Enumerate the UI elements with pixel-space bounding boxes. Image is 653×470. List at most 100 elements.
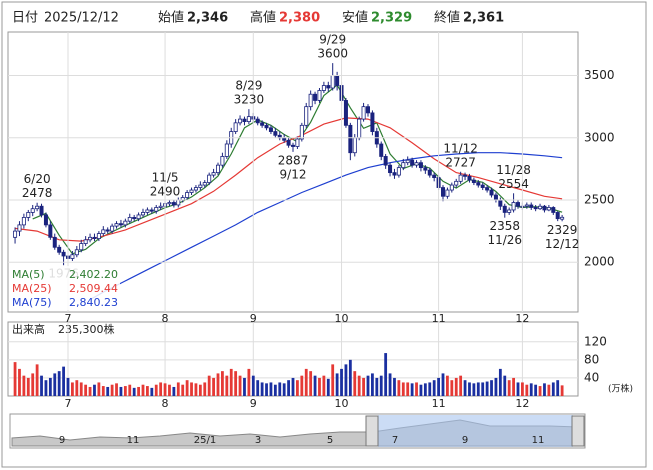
candle-body [295, 138, 300, 147]
volume-bar [419, 384, 423, 396]
volume-bar [556, 380, 560, 396]
volume-bar [101, 386, 105, 396]
volume-bar [88, 386, 92, 396]
candle-body [48, 224, 53, 238]
candle-body [140, 212, 145, 216]
candle-body [101, 229, 106, 235]
navigator-handle-left[interactable] [365, 415, 379, 447]
volume-bar [353, 371, 357, 396]
annotation-value: 2358 [489, 219, 520, 233]
volume-bar [507, 380, 511, 396]
candle-body [498, 199, 503, 207]
navigator-label: 11 [127, 435, 140, 446]
candle-body [493, 194, 498, 201]
volume-bar [454, 377, 458, 396]
volume-bar [344, 364, 348, 396]
volume-bar [265, 383, 268, 396]
candle-body [507, 209, 512, 213]
volume-latest: 235,300株 [58, 322, 115, 336]
volume-bar [357, 375, 361, 396]
annotation-date: 11/12 [443, 141, 478, 155]
annotation-value: 3230 [234, 93, 265, 107]
ma-line [15, 117, 563, 242]
volume-bar [441, 373, 445, 396]
candle-body [233, 122, 238, 132]
volume-bar [256, 380, 260, 396]
volume-bar [485, 381, 489, 396]
volume-bar [71, 382, 74, 396]
legend-name: MA(75) [12, 296, 52, 309]
volume-bar [415, 382, 418, 396]
candle-body [467, 175, 472, 181]
low-value: 2,329 [371, 11, 412, 26]
volume-bar [490, 380, 493, 396]
navigator-selection[interactable] [378, 415, 573, 447]
volume-bar [282, 383, 286, 396]
candle-body [13, 230, 18, 238]
volume-bar [22, 375, 26, 396]
candle-body [555, 212, 560, 220]
candle-body [220, 156, 225, 166]
volume-bar [57, 371, 61, 396]
candle-body [83, 239, 88, 244]
volume-bar [287, 380, 290, 396]
candle-body [529, 204, 534, 208]
candle-body [136, 214, 141, 220]
volume-bar [459, 375, 463, 396]
candle-body [423, 167, 428, 171]
candle-body [551, 207, 556, 213]
volume-bar [375, 377, 379, 396]
candle-body [207, 174, 212, 183]
volume-bar [198, 384, 202, 396]
x-tick-label: 10 [335, 397, 349, 410]
date-label: 日付 [12, 11, 38, 26]
volume-bar [309, 371, 313, 396]
annotation-value: 2490 [150, 185, 181, 199]
candle-body [343, 100, 348, 126]
volume-bar [247, 368, 251, 396]
volume-bar [481, 382, 485, 396]
candle-body [154, 207, 159, 212]
volume-bar [225, 375, 229, 396]
candle-body [326, 85, 331, 89]
candle-body [533, 207, 538, 210]
candle-body [299, 124, 304, 140]
y-tick-label: 80 [584, 352, 599, 366]
volume-bar [326, 378, 330, 396]
candle-body [454, 180, 459, 186]
volume-bar [401, 382, 405, 396]
x-tick-label: 8 [162, 312, 169, 325]
volume-bar [18, 368, 21, 396]
y-tick-label: 3000 [584, 130, 615, 144]
volume-bar [273, 384, 277, 396]
candle-body [401, 162, 406, 169]
navigator-handle-right[interactable] [571, 415, 585, 447]
candle-body [176, 199, 181, 206]
candle-body [92, 236, 97, 239]
annotation-date: 12/12 [545, 237, 580, 251]
volume-bar [146, 386, 149, 396]
volume-bar [172, 386, 176, 396]
candle-body [560, 216, 565, 220]
volume-bar [260, 382, 264, 396]
candle-body [35, 205, 40, 210]
candle-body [264, 124, 269, 129]
candle-body [449, 184, 454, 191]
candle-body [96, 233, 101, 239]
volume-bar [494, 377, 498, 396]
candle-body [379, 143, 384, 157]
navigator-label: 3 [255, 435, 261, 446]
candle-body [268, 127, 273, 132]
candle-body [410, 159, 415, 166]
volume-bar [450, 380, 454, 396]
volume-bar [278, 382, 282, 396]
candle-body [193, 187, 198, 191]
candle-body [189, 189, 194, 193]
candle-body [238, 118, 243, 124]
volume-bar [137, 386, 140, 396]
annotation-date: 11/28 [496, 163, 531, 177]
x-tick-label: 11 [432, 312, 446, 325]
candle-body [79, 243, 84, 251]
candle-body [313, 93, 318, 101]
navigator-label: 25/1 [194, 435, 216, 446]
